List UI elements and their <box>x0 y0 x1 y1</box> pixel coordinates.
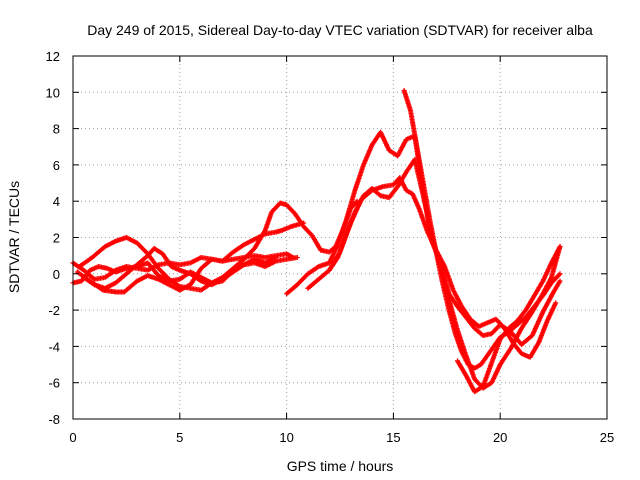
grid <box>73 56 607 419</box>
data-point <box>294 254 300 260</box>
y-tick-label: -6 <box>48 376 60 391</box>
x-tick-label: 15 <box>386 430 400 445</box>
y-tick-label: 8 <box>53 122 60 137</box>
y-tick-label: 6 <box>53 158 60 173</box>
y-tick-label: -8 <box>48 412 60 427</box>
y-tick-label: -4 <box>48 339 60 354</box>
y-tick-label: 4 <box>53 194 60 209</box>
x-tick-label: 5 <box>176 430 183 445</box>
y-tick-label: 0 <box>53 267 60 282</box>
data-points <box>70 87 563 395</box>
y-tick-label: 12 <box>46 49 60 64</box>
series-arc-e <box>81 245 279 291</box>
series-arc-j <box>454 244 563 395</box>
x-tick-label: 10 <box>279 430 293 445</box>
data-point <box>557 271 563 277</box>
data-point <box>553 300 559 306</box>
data-point <box>273 254 279 260</box>
x-tick-label: 0 <box>69 430 76 445</box>
y-tick-label: 2 <box>53 231 60 246</box>
series-arc-i <box>401 87 563 371</box>
x-axis: 0 5 10 15 20 25 <box>69 56 614 445</box>
x-tick-label: 20 <box>493 430 507 445</box>
y-tick-label: 10 <box>46 85 60 100</box>
chart-title: Day 249 of 2015, Sidereal Day-to-day VTE… <box>87 22 593 38</box>
series-arc-h <box>326 175 559 360</box>
x-tick-label: 25 <box>600 430 614 445</box>
data-point <box>557 278 563 284</box>
data-point <box>557 244 563 250</box>
y-axis-label: SDTVAR / TECUs <box>6 181 22 293</box>
x-axis-label: GPS time / hours <box>287 458 394 474</box>
y-axis: -8 -6 -4 -2 0 2 4 6 8 10 12 <box>46 49 607 427</box>
y-tick-label: -2 <box>48 303 60 318</box>
